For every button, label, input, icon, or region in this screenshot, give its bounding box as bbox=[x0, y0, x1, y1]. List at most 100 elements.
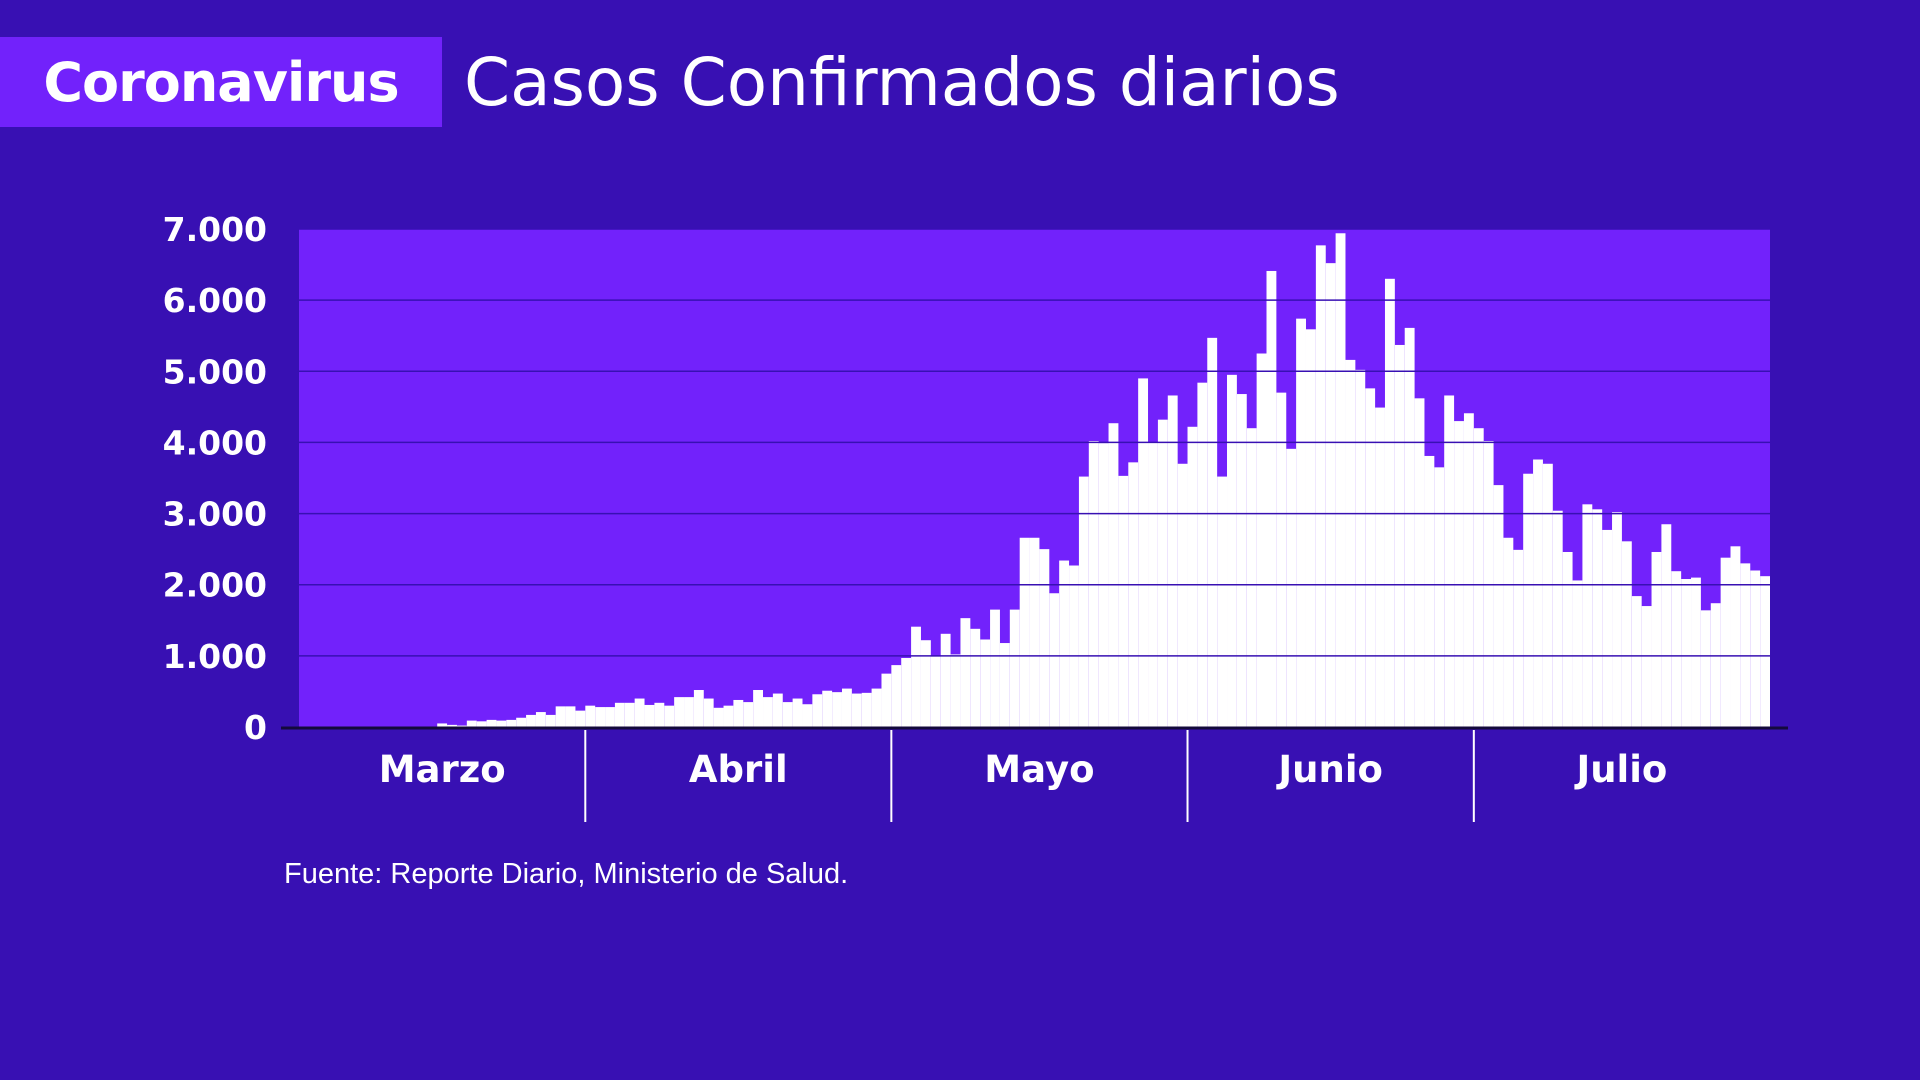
bar bbox=[713, 707, 724, 727]
bar bbox=[1384, 278, 1395, 727]
bar bbox=[1049, 593, 1060, 727]
bar bbox=[911, 626, 921, 727]
bar bbox=[1059, 560, 1070, 727]
topic-tag: Coronavirus bbox=[0, 37, 442, 127]
bar bbox=[1246, 428, 1257, 727]
bar bbox=[1355, 369, 1366, 727]
bar bbox=[1473, 428, 1484, 727]
bar bbox=[950, 654, 961, 727]
bar bbox=[1187, 426, 1198, 727]
bar bbox=[1029, 537, 1040, 727]
bar bbox=[674, 697, 685, 727]
bar bbox=[496, 720, 507, 727]
bar bbox=[1621, 541, 1632, 727]
bar bbox=[1236, 394, 1247, 727]
bar bbox=[1315, 245, 1326, 728]
bar bbox=[1582, 504, 1593, 727]
bar bbox=[743, 702, 754, 727]
bar bbox=[920, 640, 931, 727]
bar bbox=[1019, 537, 1030, 727]
y-axis: 0 1.000 2.000 3.000 4.000 5.000 6.000 7.000 bbox=[163, 210, 267, 747]
bar bbox=[1513, 549, 1524, 727]
y-tick-label: 3.000 bbox=[163, 495, 267, 534]
bar bbox=[930, 656, 941, 727]
bar bbox=[1197, 382, 1208, 727]
bar bbox=[1730, 546, 1741, 727]
bar bbox=[535, 712, 546, 727]
bar bbox=[772, 693, 783, 727]
bar bbox=[1523, 473, 1534, 727]
bar bbox=[1167, 395, 1178, 727]
bar bbox=[1325, 263, 1336, 727]
bar bbox=[792, 698, 803, 727]
bar bbox=[634, 698, 645, 727]
bar bbox=[447, 724, 457, 727]
bar bbox=[1720, 557, 1731, 727]
bar bbox=[1592, 509, 1603, 727]
bar bbox=[723, 705, 734, 727]
bar bbox=[1602, 529, 1613, 727]
bar bbox=[999, 643, 1010, 727]
chart-title: Casos Confirmados diarios bbox=[464, 43, 1340, 121]
bar bbox=[1157, 419, 1168, 727]
bar bbox=[940, 633, 951, 727]
bar bbox=[595, 707, 606, 727]
bar bbox=[555, 706, 566, 727]
bar bbox=[506, 719, 517, 727]
bar bbox=[1434, 467, 1445, 727]
bar bbox=[1375, 407, 1385, 727]
bar bbox=[990, 609, 1000, 727]
bar bbox=[545, 714, 556, 727]
bar bbox=[684, 697, 694, 727]
bar bbox=[1296, 318, 1306, 727]
bar bbox=[437, 723, 448, 727]
bar bbox=[753, 690, 763, 727]
bar bbox=[644, 704, 655, 727]
bar bbox=[1286, 448, 1297, 727]
month-label: Mayo bbox=[984, 748, 1094, 791]
bar bbox=[960, 618, 971, 727]
bar bbox=[1256, 353, 1267, 727]
bar bbox=[782, 702, 793, 727]
bar bbox=[693, 690, 704, 727]
bar bbox=[1009, 609, 1020, 727]
month-label: Julio bbox=[1573, 748, 1667, 791]
bar bbox=[851, 693, 862, 727]
bar bbox=[1552, 510, 1563, 727]
bar bbox=[1266, 270, 1277, 727]
bar bbox=[1671, 571, 1682, 727]
bar bbox=[881, 673, 892, 727]
bar bbox=[1138, 378, 1149, 727]
bar bbox=[733, 699, 744, 727]
bar bbox=[1631, 596, 1642, 727]
bar bbox=[1710, 603, 1721, 727]
bar bbox=[1444, 395, 1455, 727]
bar bbox=[1542, 463, 1553, 727]
bar bbox=[456, 725, 467, 727]
bar bbox=[822, 690, 833, 727]
bar bbox=[861, 692, 872, 727]
y-tick-label: 6.000 bbox=[163, 281, 267, 320]
bar bbox=[1493, 485, 1504, 727]
bar bbox=[1207, 337, 1218, 727]
bar bbox=[841, 688, 852, 727]
bar bbox=[1612, 512, 1622, 727]
x-axis: Marzo Abril Mayo Junio Julio bbox=[281, 726, 1788, 822]
bar bbox=[1345, 359, 1356, 727]
month-label: Junio bbox=[1275, 748, 1383, 791]
bar bbox=[1463, 413, 1474, 727]
bar bbox=[1305, 329, 1316, 727]
bar bbox=[871, 688, 882, 727]
bar bbox=[466, 720, 477, 727]
bar bbox=[1394, 344, 1405, 727]
bar bbox=[763, 697, 773, 727]
bar bbox=[1533, 459, 1543, 727]
bar bbox=[1424, 455, 1435, 727]
bars-group bbox=[437, 233, 1770, 728]
bar bbox=[1651, 551, 1662, 727]
bar bbox=[891, 665, 902, 727]
bar bbox=[654, 702, 665, 727]
bar bbox=[1681, 579, 1692, 727]
bar bbox=[832, 692, 842, 727]
